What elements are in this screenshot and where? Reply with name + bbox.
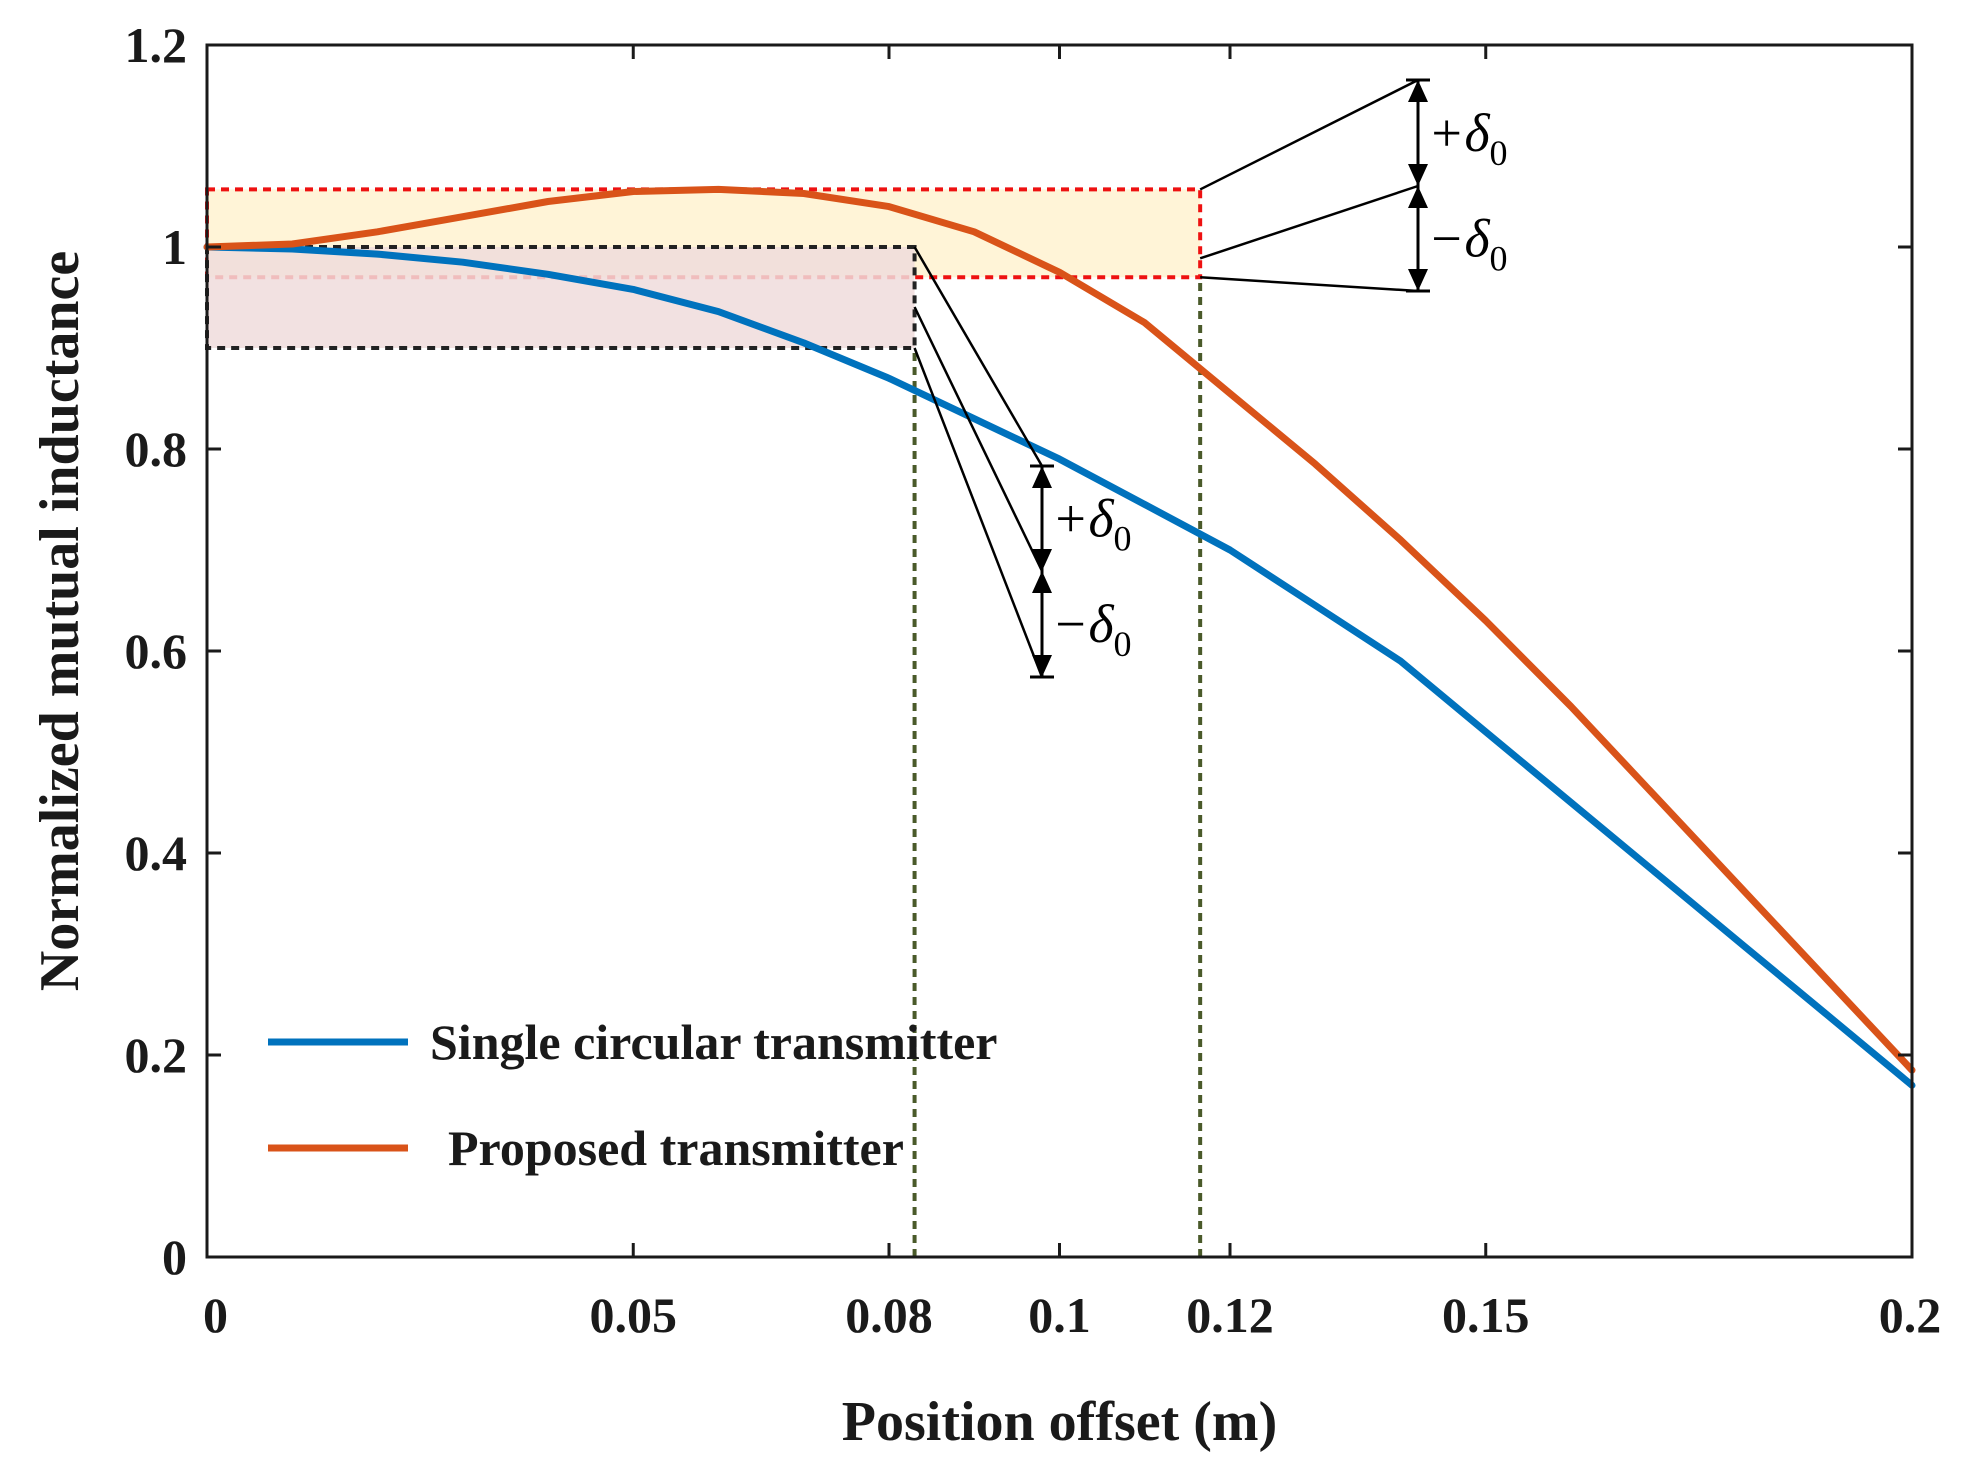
delta-upper-head-1 xyxy=(1408,80,1428,102)
legend-label-1: Proposed transmitter xyxy=(448,1120,904,1176)
y-tick-label-1: 0.2 xyxy=(125,1027,188,1083)
y-tick-label-2: 0.4 xyxy=(125,825,188,881)
x-tick-label-1: 0.05 xyxy=(590,1287,678,1343)
delta-lower-head-1 xyxy=(1032,466,1052,488)
shaded-regions xyxy=(205,187,1203,350)
x-tick-label-4: 0.12 xyxy=(1186,1287,1274,1343)
single-tolerance-band xyxy=(205,245,917,350)
y-tick-label-6: 1.2 xyxy=(125,17,188,73)
x-tick-label-3: 0.1 xyxy=(1028,1287,1091,1343)
offset-guide-lines xyxy=(912,277,1203,1257)
y-tick-label-3: 0.6 xyxy=(125,623,188,679)
y-tick-label-4: 0.8 xyxy=(125,421,188,477)
delta-lower-plus-label: +δ0 xyxy=(1052,489,1132,559)
legend: Single circular transmitter Proposed tran… xyxy=(268,1014,997,1176)
delta-upper-leader-0 xyxy=(1199,78,1419,191)
legend-label-0: Single circular transmitter xyxy=(430,1014,997,1070)
x-tick-label-2: 0.08 xyxy=(845,1287,933,1343)
y-axis-title: Normalized mutual inductance xyxy=(29,251,91,991)
delta-upper-head-3 xyxy=(1408,186,1428,208)
delta-upper-plus-label: +δ0 xyxy=(1428,103,1508,173)
delta-upper-leader-1 xyxy=(1199,184,1419,260)
axis-tick-labels: 0 0.05 0.08 0.1 0.12 0.15 0.2 0 0.2 0.4 0.6 0.8 1 1.2 xyxy=(125,17,1942,1343)
delta-lower-leader-2 xyxy=(913,347,1044,678)
delta-annotations: +δ0 −δ0 +δ0 −δ0 xyxy=(913,78,1508,679)
delta-lower-head-4 xyxy=(1032,655,1052,677)
x-tick-label-6: 0.2 xyxy=(1879,1287,1942,1343)
delta-upper-leader-2 xyxy=(1200,276,1419,293)
x-axis-title: Position offset (m) xyxy=(842,1391,1277,1453)
x-tick-label-0: 0 xyxy=(203,1287,228,1343)
x-tick-label-5: 0.15 xyxy=(1442,1287,1530,1343)
delta-lower-minus-label: −δ0 xyxy=(1052,594,1132,664)
axis-ticks xyxy=(205,43,1914,1259)
series-line-1 xyxy=(203,185,1916,1074)
delta-upper-head-2 xyxy=(1408,164,1428,186)
delta-lower-head-3 xyxy=(1032,571,1052,593)
y-tick-label-0: 0 xyxy=(162,1229,187,1285)
delta-lower-leader-0 xyxy=(913,246,1044,467)
series-line-0 xyxy=(203,243,1916,1089)
data-series xyxy=(203,185,1916,1089)
delta-lower-head-2 xyxy=(1032,549,1052,571)
delta-upper-minus-label: −δ0 xyxy=(1428,209,1508,279)
delta-upper-head-4 xyxy=(1408,269,1428,291)
y-tick-label-5: 1 xyxy=(162,219,187,275)
delta-lower-leader-1 xyxy=(913,306,1044,572)
